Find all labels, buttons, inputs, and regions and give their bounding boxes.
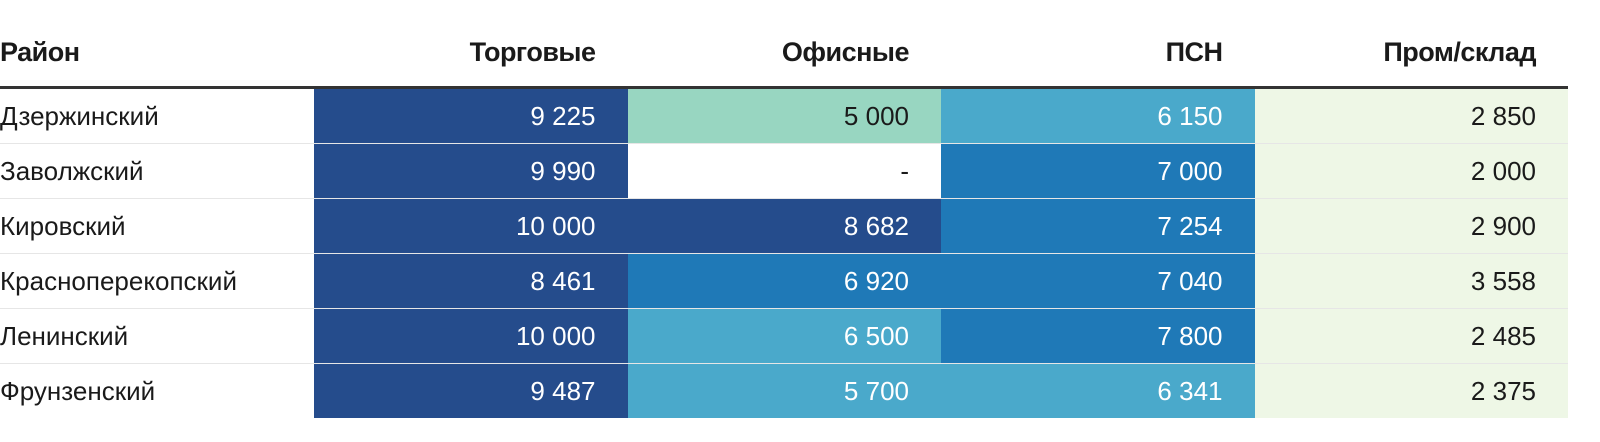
cell-industrial: 3 558 [1254,253,1568,309]
column-header-office: Офисные [627,18,941,89]
district-name: Дзержинский [0,87,314,144]
cell-retail: 10 000 [314,308,628,364]
district-name: Фрунзенский [0,363,314,418]
cell-psn: 7 040 [941,253,1255,309]
column-header-district: Район [0,18,314,89]
table-row: Фрунзенский 9 487 5 700 6 341 2 375 [0,363,1568,418]
cell-psn: 7 800 [941,308,1255,364]
table-body: Дзержинский 9 225 5 000 6 150 2 850 Заволжски… [0,87,1568,418]
cell-office: 5 700 [627,363,941,418]
cell-office: 8 682 [627,198,941,254]
heatmap-table: Район Торговые Офисные ПСН Пром/склад Дз… [0,18,1568,418]
cell-psn: 6 150 [941,87,1255,144]
cell-retail: 9 487 [314,363,628,418]
cell-industrial: 2 900 [1254,198,1568,254]
cell-industrial: 2 850 [1254,87,1568,144]
district-name: Красноперекопский [0,253,314,309]
cell-office: 6 920 [627,253,941,309]
cell-industrial: 2 485 [1254,308,1568,364]
header-row: Район Торговые Офисные ПСН Пром/склад [0,18,1568,89]
table-row: Дзержинский 9 225 5 000 6 150 2 850 [0,87,1568,144]
district-name: Заволжский [0,143,314,199]
column-header-retail: Торговые [314,18,628,89]
table-row: Заволжский 9 990-7 000 2 000 [0,143,1568,199]
column-header-psn: ПСН [941,18,1255,89]
cell-retail: 9 990 [314,143,628,199]
cell-retail: 8 461 [314,253,628,309]
cell-industrial: 2 000 [1254,143,1568,199]
district-name: Кировский [0,198,314,254]
column-header-industrial: Пром/склад [1254,18,1568,89]
cell-office: 5 000 [627,87,941,144]
district-name: Ленинский [0,308,314,364]
cell-industrial: 2 375 [1254,363,1568,418]
cell-retail: 10 000 [314,198,628,254]
table-row: Красноперекопский 8 461 6 920 7 040 3 558 [0,253,1568,309]
cell-psn: 7 000 [941,143,1255,199]
cell-psn: 7 254 [941,198,1255,254]
cell-office: - [627,143,941,199]
table-row: Ленинский 10 000 6 500 7 800 2 485 [0,308,1568,364]
table-row: Кировский 10 000 8 682 7 254 2 900 [0,198,1568,254]
cell-office: 6 500 [627,308,941,364]
cell-retail: 9 225 [314,87,628,144]
cell-psn: 6 341 [941,363,1255,418]
